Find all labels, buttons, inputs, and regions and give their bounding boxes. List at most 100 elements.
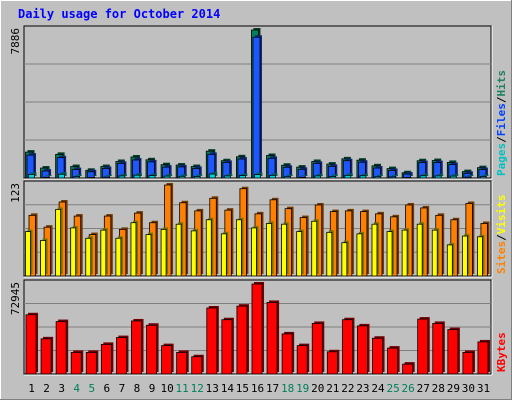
bar-pages bbox=[73, 174, 82, 179]
bar-pages bbox=[314, 173, 323, 179]
bar-pages bbox=[389, 174, 399, 179]
x-tick-label: 28 bbox=[432, 382, 445, 395]
x-tick-label: 17 bbox=[266, 382, 279, 395]
legend-entry: Pages bbox=[495, 143, 508, 176]
bar-kbytes bbox=[236, 304, 249, 375]
x-tick-label: 20 bbox=[311, 382, 324, 395]
bar-pages bbox=[239, 173, 248, 179]
legend-entry: / bbox=[495, 136, 508, 143]
x-tick-label: 16 bbox=[251, 382, 264, 395]
bar-kbytes bbox=[357, 323, 370, 375]
bar-kbytes bbox=[85, 350, 99, 375]
bar-kbytes bbox=[55, 319, 69, 375]
bar-pages bbox=[269, 173, 278, 179]
x-tick-label: 19 bbox=[296, 382, 309, 395]
bar-kbytes bbox=[326, 349, 340, 375]
bar-kbytes bbox=[447, 327, 460, 375]
bar-visits bbox=[130, 220, 138, 277]
x-tick-label: 14 bbox=[221, 382, 235, 395]
bar-visits bbox=[416, 222, 425, 277]
bar-pages bbox=[148, 173, 158, 179]
x-tick-label: 24 bbox=[371, 382, 385, 395]
x-axis: 1 2 3 4 5 6 7 8 9 10 11 12 13 14 15 16 17 18 19 20 21 22 23 24 2… bbox=[28, 382, 490, 395]
bar-pages bbox=[434, 173, 444, 179]
legend-entry: Visits bbox=[495, 195, 508, 235]
bar-pages bbox=[299, 175, 308, 179]
x-tick-label: 29 bbox=[447, 382, 460, 395]
bar-pages bbox=[419, 173, 429, 179]
bar-pages bbox=[88, 175, 97, 179]
bar-visits bbox=[386, 229, 395, 277]
bar-visits bbox=[25, 229, 33, 277]
bar-visits bbox=[251, 225, 259, 277]
bar-visits bbox=[190, 228, 199, 277]
bar-visits bbox=[266, 221, 274, 277]
bar-pages bbox=[193, 174, 203, 179]
bar-pages bbox=[449, 174, 459, 179]
x-tick-label: 6 bbox=[104, 382, 111, 395]
bar-kbytes bbox=[462, 350, 475, 375]
bar-kbytes bbox=[432, 321, 445, 375]
bar-kbytes bbox=[131, 318, 144, 375]
x-tick-label: 9 bbox=[149, 382, 156, 395]
y-max-label: 7886 bbox=[9, 28, 22, 55]
bar-pages bbox=[464, 175, 474, 179]
x-tick-label: 23 bbox=[356, 382, 369, 395]
bars bbox=[25, 183, 490, 277]
bar-pages bbox=[344, 173, 353, 179]
bar-pages bbox=[43, 175, 52, 179]
x-tick-label: 25 bbox=[386, 382, 399, 395]
legend-entry: Files bbox=[495, 103, 508, 136]
legend-entry: Sites bbox=[495, 241, 508, 274]
bar-kbytes bbox=[311, 321, 325, 375]
bar-kbytes bbox=[341, 317, 355, 375]
bars bbox=[25, 28, 489, 179]
bar-visits bbox=[356, 231, 364, 277]
bar-kbytes bbox=[417, 317, 430, 375]
x-tick-label: 3 bbox=[58, 382, 65, 395]
bar-kbytes bbox=[251, 282, 265, 375]
x-tick-label: 15 bbox=[236, 382, 249, 395]
x-tick-label: 21 bbox=[326, 382, 339, 395]
bar-kbytes bbox=[296, 343, 310, 375]
x-tick-label: 18 bbox=[281, 382, 294, 395]
bar-visits bbox=[401, 228, 410, 277]
bar-kbytes bbox=[146, 323, 159, 375]
chart-panels: 7886Pages/Files/Hits123Sites/Visits72945… bbox=[9, 25, 508, 376]
bar-visits bbox=[446, 242, 455, 277]
bar-visits bbox=[175, 222, 184, 277]
bar-pages bbox=[178, 174, 188, 179]
x-tick-label: 22 bbox=[341, 382, 354, 395]
bar-visits bbox=[461, 234, 470, 277]
bar-visits bbox=[220, 231, 229, 277]
x-tick-label: 10 bbox=[160, 382, 173, 395]
bar-visits bbox=[326, 230, 334, 277]
bar-kbytes bbox=[161, 343, 174, 375]
bar-pages bbox=[103, 175, 112, 179]
bar-kbytes bbox=[115, 335, 129, 375]
bar-pages bbox=[359, 173, 368, 179]
legend-entry: / bbox=[495, 234, 508, 241]
x-tick-label: 5 bbox=[88, 382, 95, 395]
x-tick-label: 11 bbox=[176, 382, 189, 395]
bar-pages bbox=[480, 174, 489, 179]
bar-kbytes bbox=[387, 346, 400, 375]
bar-pages bbox=[163, 174, 173, 179]
bar-pages bbox=[208, 172, 218, 179]
x-tick-label: 13 bbox=[206, 382, 219, 395]
bar-files bbox=[252, 35, 262, 179]
legend-entry: / bbox=[495, 96, 508, 103]
bar-visits bbox=[296, 229, 304, 277]
bar-kbytes bbox=[100, 342, 114, 375]
y-max-label: 72945 bbox=[9, 282, 22, 315]
y-max-label: 123 bbox=[9, 183, 22, 203]
legend-entry: Hits bbox=[495, 70, 508, 97]
bar-visits bbox=[40, 238, 48, 277]
bar-kbytes bbox=[176, 350, 189, 375]
bar-pages bbox=[223, 173, 233, 179]
x-tick-label: 26 bbox=[402, 382, 415, 395]
x-tick-label: 4 bbox=[73, 382, 80, 395]
panel-legend: Sites/Visits bbox=[495, 195, 508, 275]
bar-pages bbox=[118, 173, 127, 179]
